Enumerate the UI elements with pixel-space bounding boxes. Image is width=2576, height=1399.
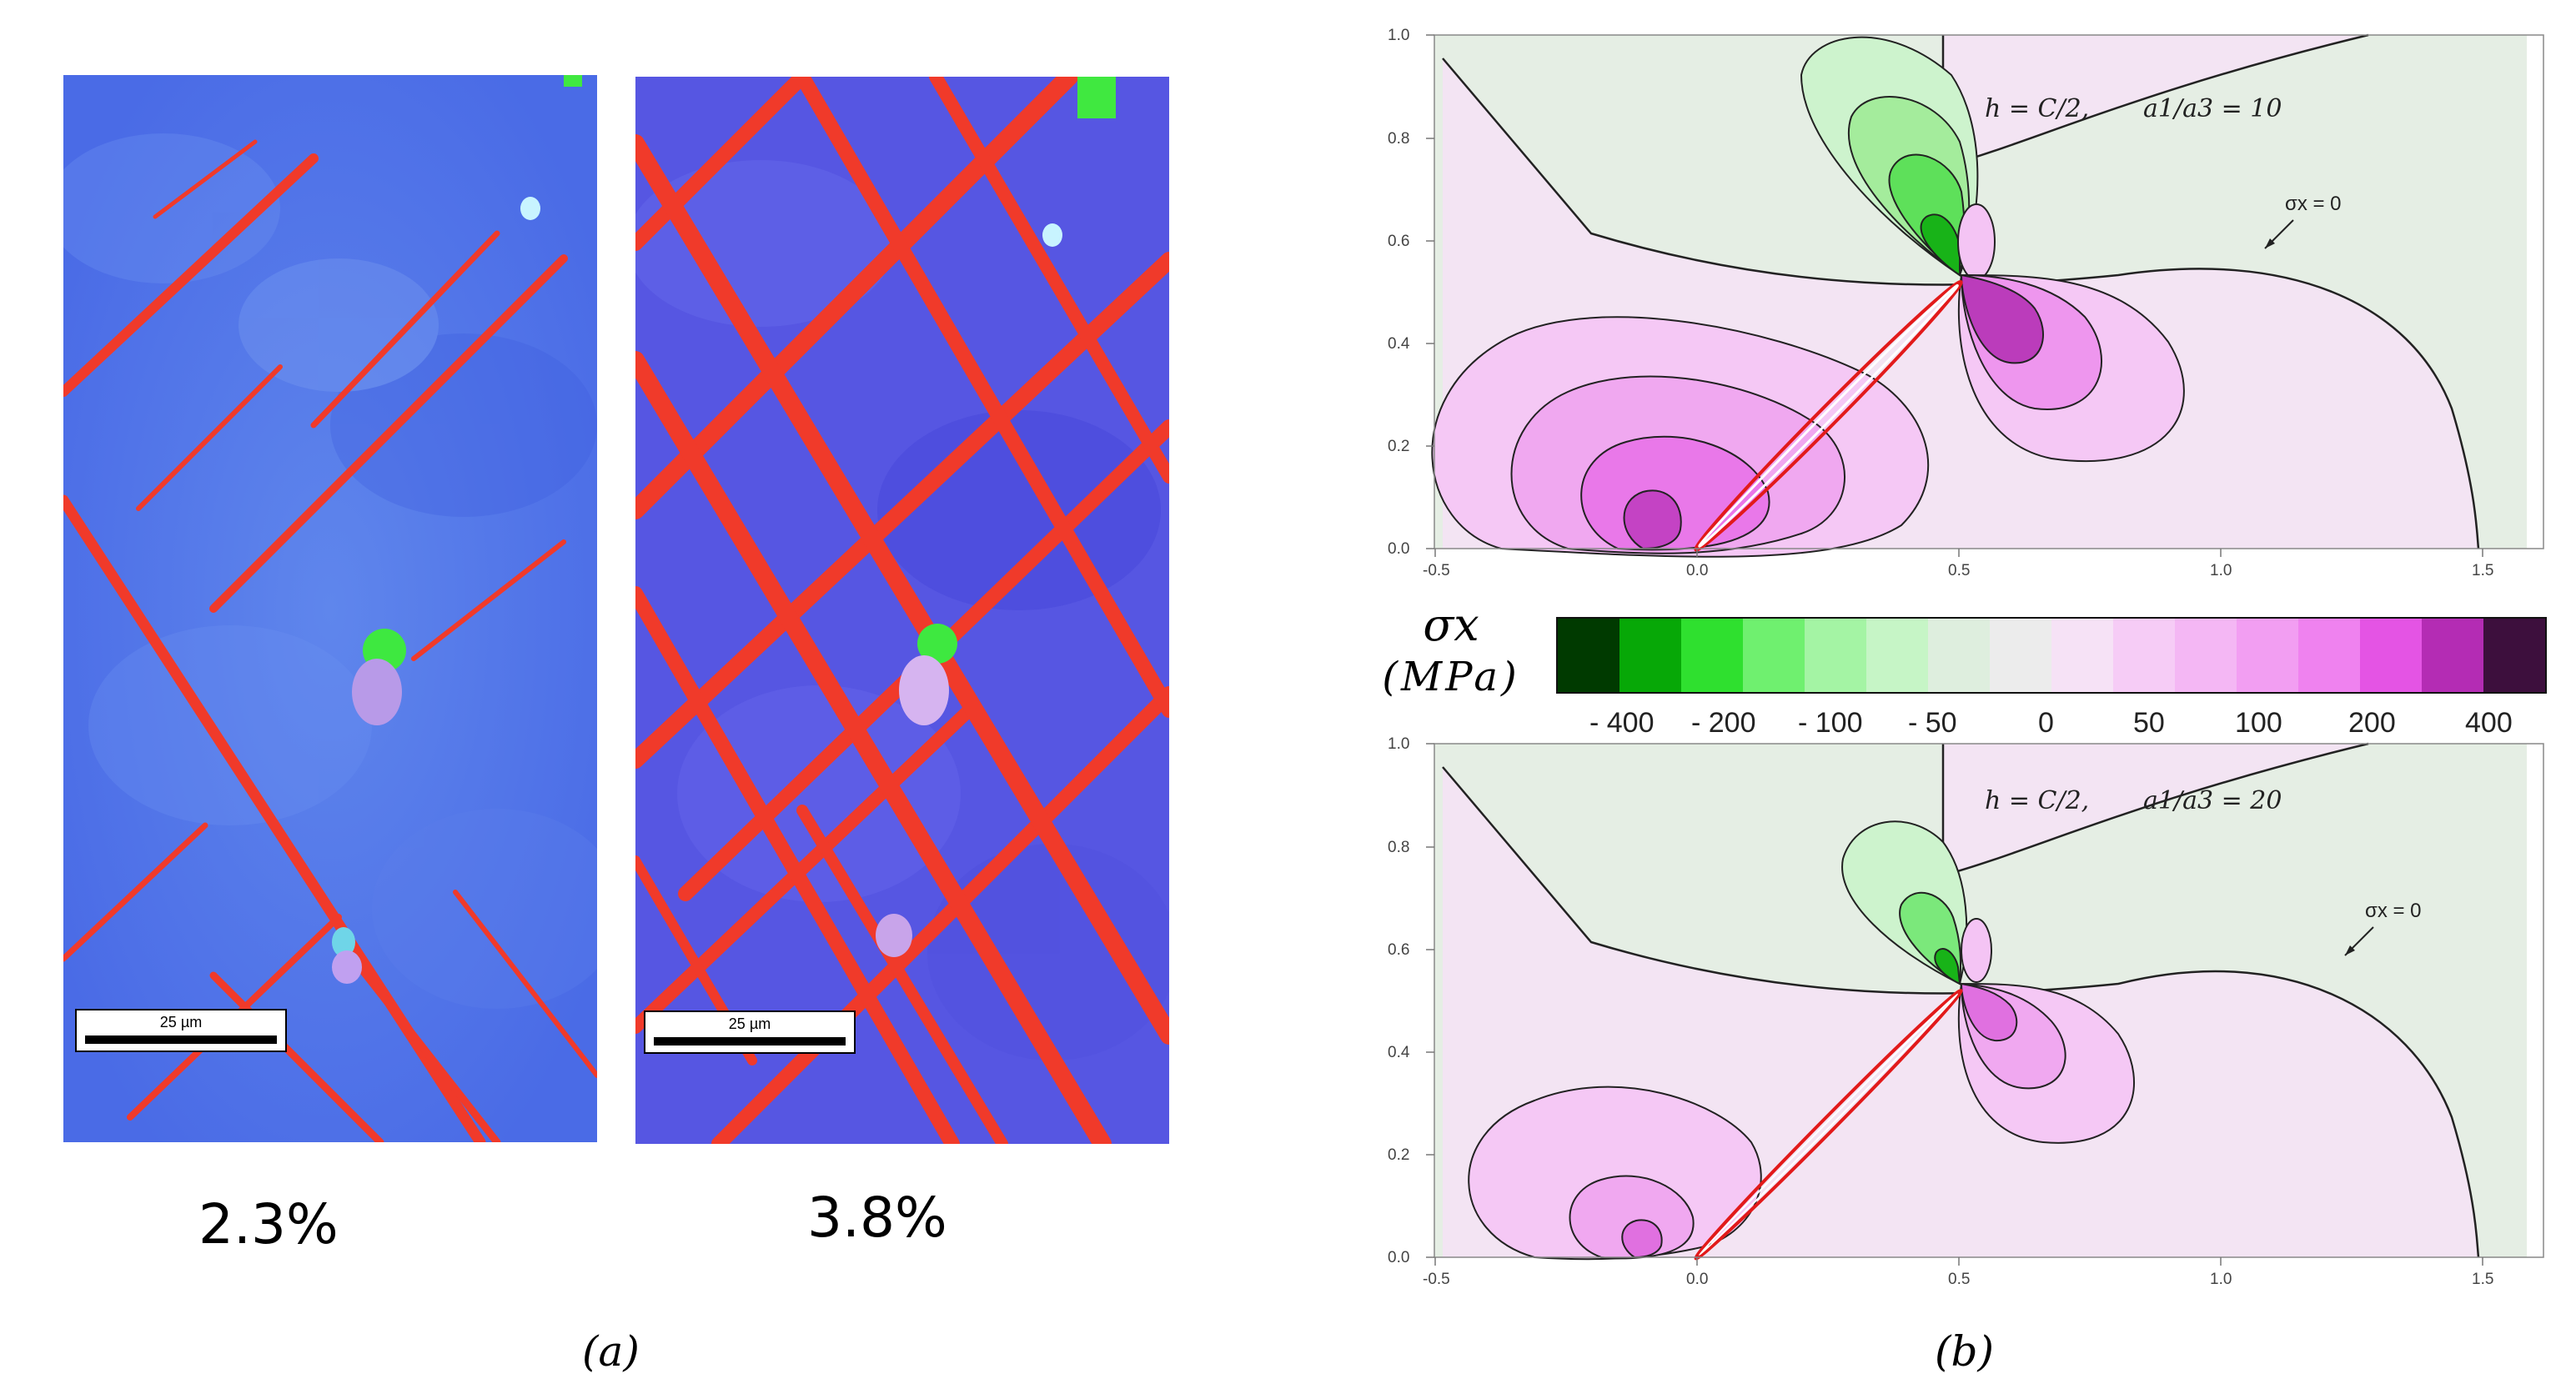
colorbar-tick-label: 200 (2348, 707, 2396, 739)
colorbar-ticks: - 400 - 200 - 100 - 50 0 50 100 200 400 (1556, 707, 2543, 749)
colorbar-title-line2: (MPa) (1382, 654, 1520, 700)
y-tick: 0.8 (1388, 130, 1409, 148)
scale-bar-right: 25 µm (644, 1010, 856, 1054)
scale-bar-label: 25 µm (728, 1015, 771, 1032)
strain-right: 3.8% (807, 1186, 947, 1250)
y-tick: 0.6 (1388, 233, 1409, 250)
x-tick: 1.5 (2472, 562, 2493, 575)
y-tick: 0.8 (1388, 839, 1409, 856)
y-tick: 0.2 (1388, 438, 1409, 455)
x-tick: 0.0 (1686, 562, 1708, 575)
colorbar-swatch (2237, 619, 2298, 692)
scale-bar-label: 25 µm (159, 1014, 203, 1030)
colorbar-tick-label: - 50 (1908, 707, 1957, 739)
colorbar-swatch (2298, 619, 2360, 692)
colorbar-swatch (2422, 619, 2483, 692)
colorbar-swatch (2360, 619, 2422, 692)
y-tick: 0.6 (1388, 941, 1409, 959)
colorbar-swatch (2483, 619, 2545, 692)
y-tick: 0.0 (1388, 1249, 1409, 1266)
x-tick: 1.5 (2472, 1271, 2493, 1284)
x-tick: 0.0 (1686, 1271, 1708, 1284)
y-tick: 1.0 (1388, 27, 1409, 44)
colorbar-swatch (2051, 619, 2113, 692)
y-tick: 0.2 (1388, 1146, 1409, 1164)
colorbar-swatch (1866, 619, 1928, 692)
h-formula: h = C/2, (1985, 94, 2089, 123)
ratio-formula: a1/a3 = 10 (2143, 94, 2282, 123)
colorbar-swatch (2113, 619, 2175, 692)
colorbar-tick-label: - 100 (1798, 707, 1863, 739)
y-tick: 1.0 (1388, 735, 1409, 753)
colorbar-swatch (1619, 619, 1681, 692)
x-tick: -0.5 (1423, 1271, 1450, 1284)
ratio-formula: a1/a3 = 20 (2143, 786, 2282, 815)
y-tick: 0.0 (1388, 540, 1409, 558)
panel-label-b: (b) (1935, 1327, 1995, 1376)
y-tick: 0.4 (1388, 1044, 1410, 1061)
x-tick: 0.5 (1948, 1271, 1970, 1284)
colorbar (1556, 617, 2547, 694)
colorbar-tick-label: - 400 (1589, 707, 1655, 739)
contour-plot-top: 0.0 0.2 0.4 0.6 0.8 1.0 -0.5 0.0 0.5 1.0… (1388, 27, 2544, 575)
contour-plot-bottom: 0.0 0.2 0.4 0.6 0.8 1.0 -0.5 0.0 0.5 1.0… (1388, 735, 2544, 1284)
colorbar-swatch (1681, 619, 1743, 692)
colorbar-tick-label: 100 (2235, 707, 2282, 739)
colorbar-swatch (1558, 619, 1619, 692)
sigma-zero-label: σx = 0 (2285, 193, 2342, 215)
colorbar-swatch (1928, 619, 1990, 692)
x-tick: 1.0 (2210, 562, 2232, 575)
colorbar-tick-label: 400 (2465, 707, 2513, 739)
panel-label-a: (a) (582, 1327, 640, 1376)
sigma-zero-label: σx = 0 (2365, 900, 2422, 922)
colorbar-swatch (2175, 619, 2237, 692)
scale-bar-line (85, 1035, 277, 1044)
scale-bar-left: 25 µm (75, 1009, 287, 1052)
x-tick: 0.5 (1948, 562, 1970, 575)
scale-bar-line (654, 1037, 846, 1045)
colorbar-tick-label: - 200 (1691, 707, 1756, 739)
colorbar-tick-label: 0 (2038, 707, 2054, 739)
x-tick: -0.5 (1423, 562, 1450, 575)
h-formula: h = C/2, (1985, 786, 2089, 815)
y-tick: 0.4 (1388, 335, 1410, 353)
colorbar-title-line1: σx (1423, 599, 1479, 651)
colorbar-tick-label: 50 (2133, 707, 2165, 739)
colorbar-swatch (1805, 619, 1866, 692)
ebsd-map-right: 25 µm (635, 77, 1169, 1144)
colorbar-swatch (1743, 619, 1805, 692)
ebsd-map-left: 25 µm (63, 75, 597, 1142)
colorbar-swatch (1990, 619, 2051, 692)
x-tick: 1.0 (2210, 1271, 2232, 1284)
strain-left: 2.3% (198, 1192, 339, 1256)
